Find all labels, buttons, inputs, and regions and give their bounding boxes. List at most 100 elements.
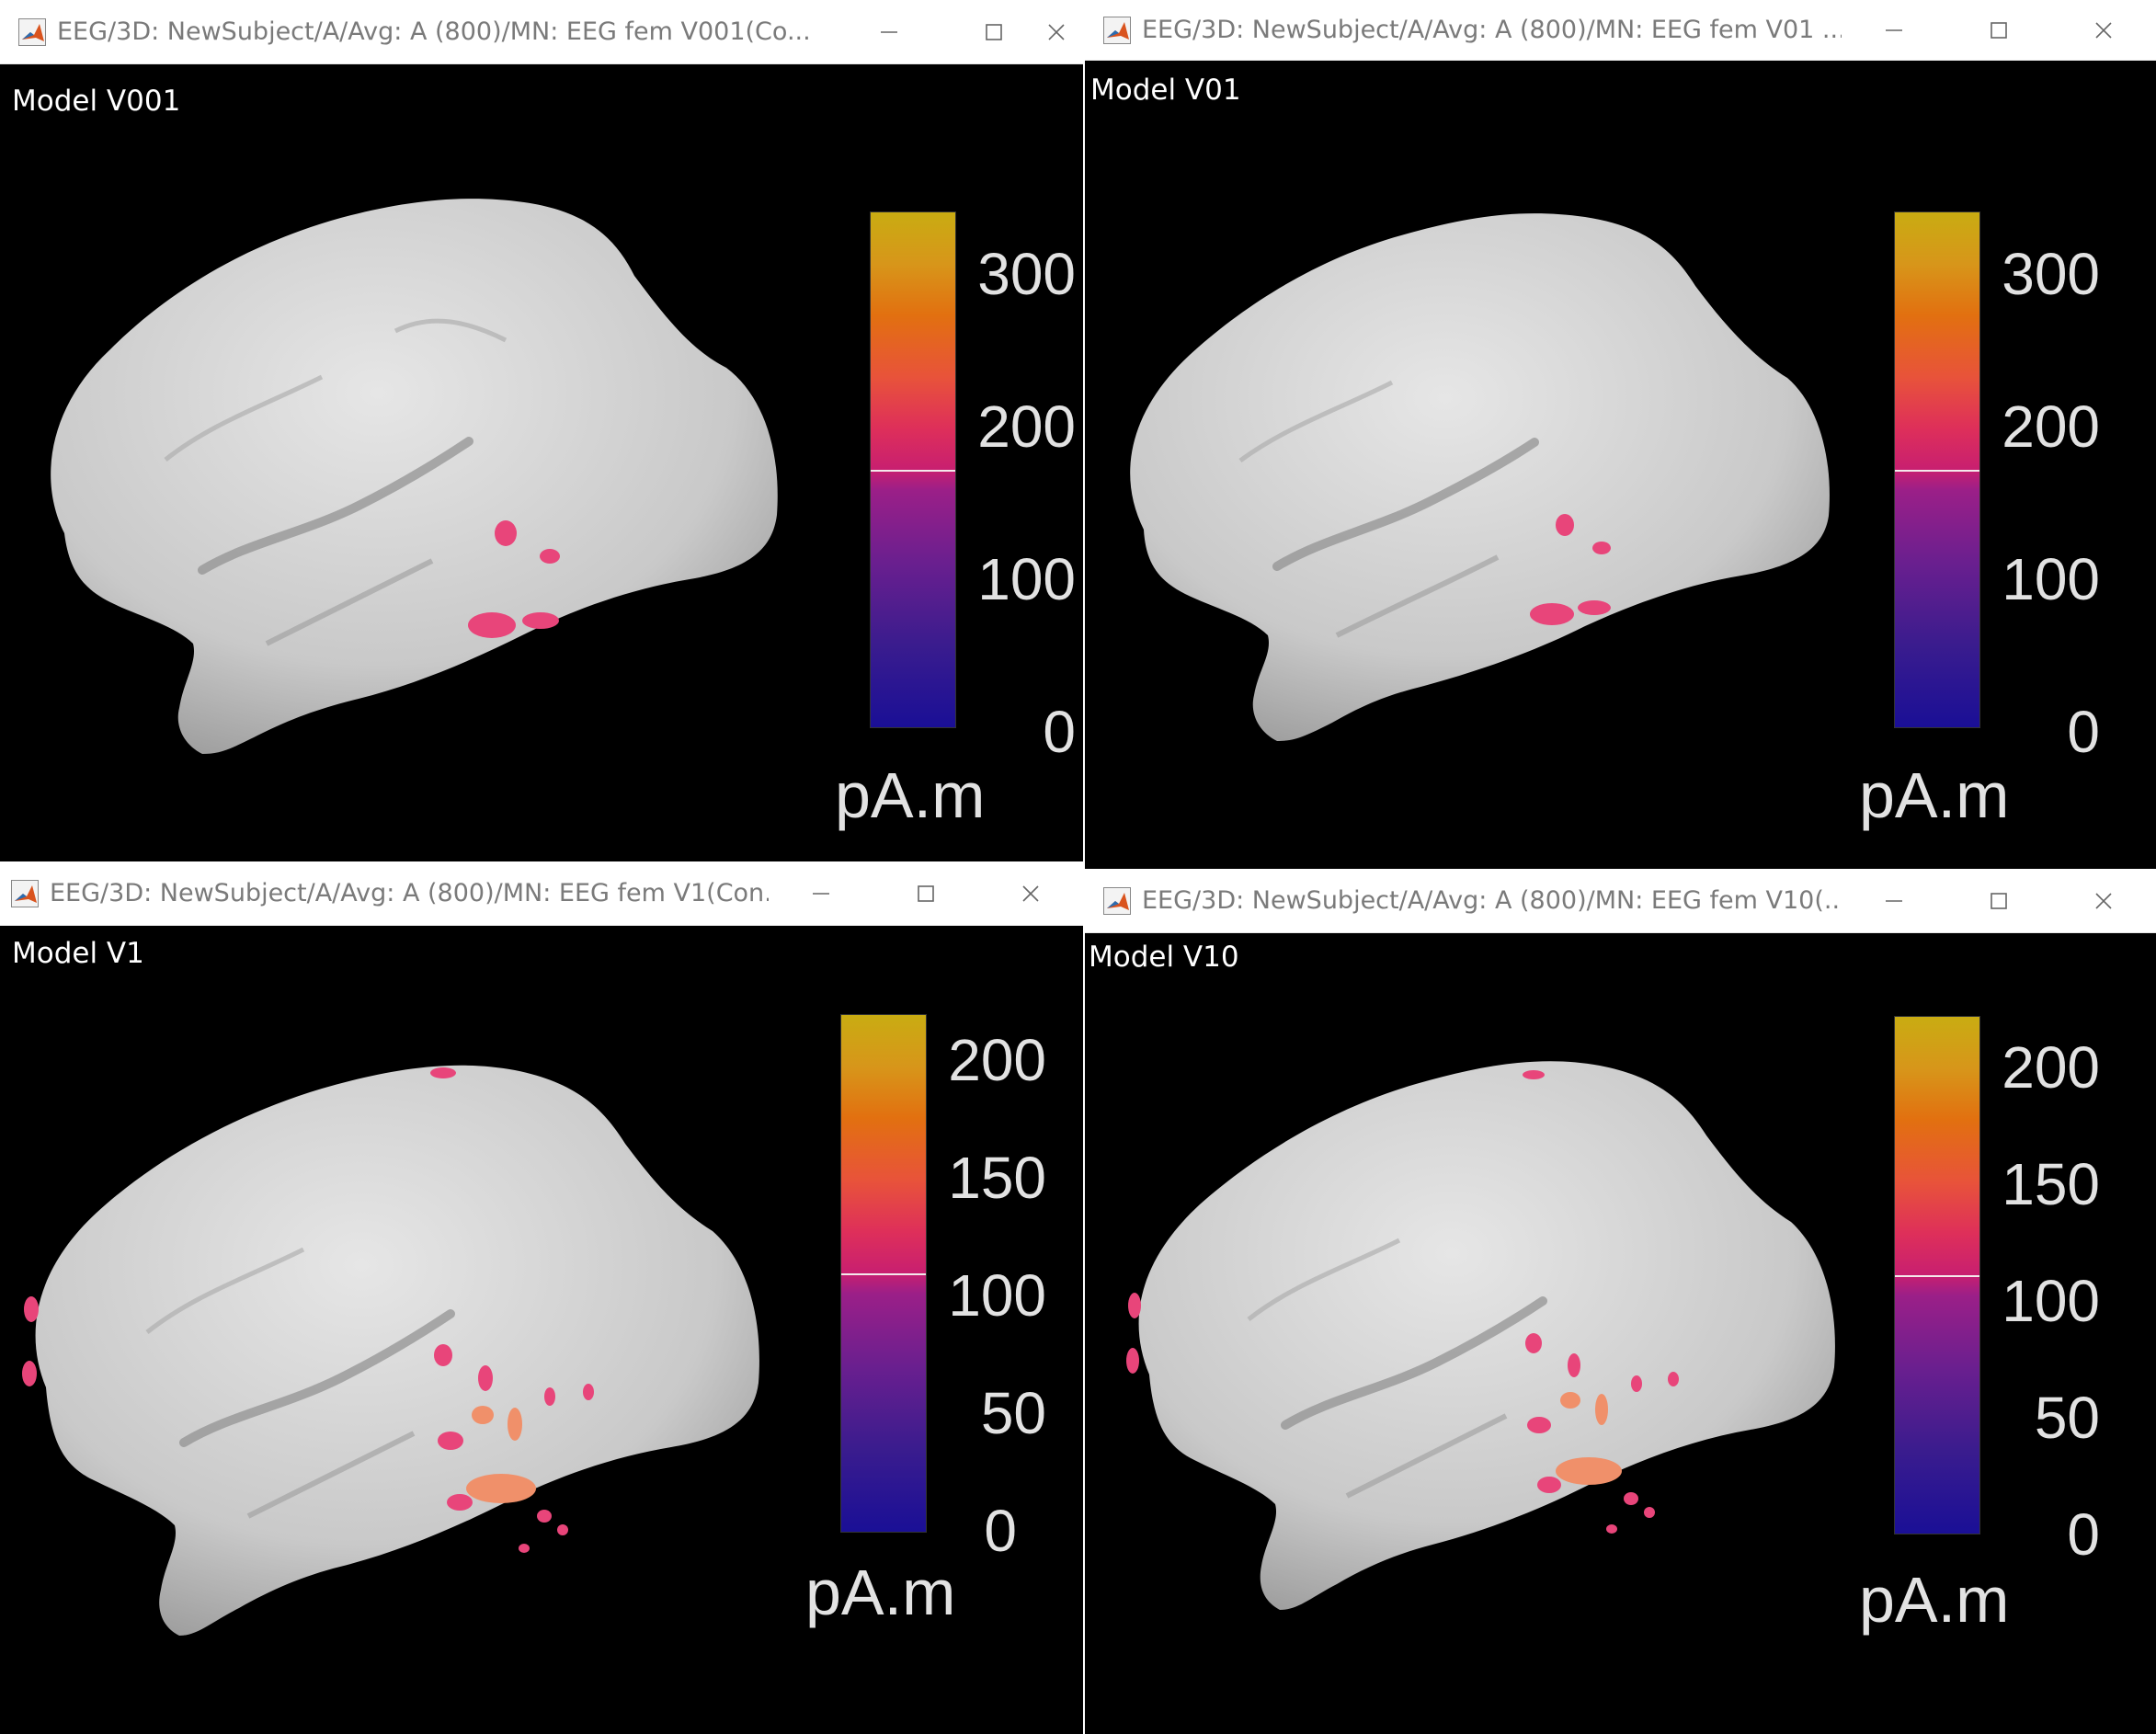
figure-canvas[interactable]: Model V01 300 200 100 0 pA.m [1085, 61, 2156, 869]
brain-surface[interactable] [18, 1047, 781, 1691]
colorbar-unit-label: pA.m [1859, 759, 2010, 831]
activation-spot [537, 1510, 552, 1523]
activation-spot [583, 1384, 594, 1400]
activation-spot [1523, 1070, 1545, 1079]
close-icon [2095, 892, 2112, 909]
activation-spot [1530, 603, 1574, 625]
figure-canvas[interactable]: Model V001 300 200 100 0 pA.m [0, 64, 1083, 861]
figure-window-v001[interactable]: EEG/3D: NewSubject/A/Avg: A (800)/MN: EE… [0, 0, 1083, 861]
window-titlebar[interactable]: EEG/3D: NewSubject/A/Avg: A (800)/MN: EE… [0, 0, 1083, 64]
close-button[interactable] [1046, 0, 1083, 64]
colorbar [1894, 1016, 1980, 1534]
maximize-icon [918, 884, 934, 902]
model-label: Model V1 [12, 937, 144, 970]
maximize-button[interactable] [1946, 0, 2051, 63]
close-button[interactable] [2051, 869, 2156, 933]
figure-window-v01[interactable]: EEG/3D: NewSubject/A/Avg: A (800)/MN: EE… [1085, 0, 2156, 869]
window-title: EEG/3D: NewSubject/A/Avg: A (800)/MN: EE… [50, 879, 769, 907]
maximize-icon [1991, 21, 2007, 39]
brain-surface[interactable] [1122, 1044, 1857, 1660]
activation-spot [22, 1361, 37, 1386]
activation-spot [466, 1474, 536, 1503]
colorbar-threshold-line [1895, 1275, 1979, 1277]
activation-spot [1126, 1348, 1139, 1374]
colorbar-tick-label: 300 [977, 241, 1076, 307]
figure-window-v10[interactable]: EEG/3D: NewSubject/A/Avg: A (800)/MN: EE… [1085, 869, 2156, 1734]
activation-spot [1560, 1392, 1580, 1409]
window-title: EEG/3D: NewSubject/A/Avg: A (800)/MN: EE… [57, 17, 811, 46]
close-button[interactable] [2051, 0, 2156, 63]
activation-spot [1592, 542, 1611, 554]
activation-spot [1556, 514, 1574, 536]
colorbar-tick-label: 50 [980, 1380, 1046, 1446]
colorbar-threshold-line [871, 470, 955, 472]
activation-spot [1631, 1375, 1642, 1392]
colorbar-unit-label: pA.m [805, 1557, 956, 1628]
model-label: Model V10 [1089, 941, 1239, 974]
maximize-icon [986, 23, 1002, 40]
colorbar-tick-label: 200 [948, 1027, 1046, 1093]
activation-spot [1624, 1492, 1638, 1505]
window-titlebar[interactable]: EEG/3D: NewSubject/A/Avg: A (800)/MN: EE… [1085, 0, 2156, 61]
activation-spot [472, 1406, 494, 1424]
colorbar-unit-label: pA.m [1859, 1564, 2010, 1636]
colorbar-tick-label: 150 [948, 1145, 1046, 1211]
colorbar-threshold-line [841, 1273, 926, 1275]
activation-spot [1606, 1524, 1617, 1534]
minimize-button[interactable] [1842, 0, 1946, 63]
colorbar-tick-label: 0 [1043, 699, 1076, 765]
activation-spot [1527, 1417, 1551, 1433]
activation-spot [1525, 1333, 1542, 1353]
activation-spot [519, 1544, 530, 1553]
matlab-icon [18, 17, 46, 46]
activation-spot [544, 1387, 555, 1406]
colorbar-tick-label: 0 [984, 1498, 1017, 1564]
activation-spot [1128, 1293, 1141, 1318]
brain-surface[interactable] [1107, 199, 1842, 796]
colorbar-tick-label: 200 [2002, 394, 2100, 460]
brain-surface[interactable] [28, 184, 791, 818]
activation-spot [1537, 1477, 1561, 1493]
window-titlebar[interactable]: EEG/3D: NewSubject/A/Avg: A (800)/MN: EE… [1085, 869, 2156, 933]
activation-spot [1644, 1507, 1655, 1518]
figure-canvas[interactable]: Model V10 [1085, 933, 2156, 1734]
minimize-icon [1886, 29, 1902, 31]
window-title: EEG/3D: NewSubject/A/Avg: A (800)/MN: EE… [1142, 16, 1842, 44]
activation-spot [1668, 1372, 1679, 1386]
colorbar-unit-label: pA.m [835, 759, 986, 831]
activation-spot [447, 1494, 473, 1511]
window-titlebar[interactable]: EEG/3D: NewSubject/A/Avg: A (800)/MN: EE… [0, 861, 1083, 926]
figure-window-v1[interactable]: EEG/3D: NewSubject/A/Avg: A (800)/MN: EE… [0, 861, 1083, 1734]
minimize-icon [1886, 899, 1902, 902]
close-button[interactable] [978, 861, 1083, 926]
maximize-button[interactable] [873, 861, 978, 926]
colorbar-tick-label: 200 [2002, 1034, 2100, 1101]
minimize-icon [813, 892, 829, 895]
minimize-icon [881, 30, 897, 33]
maximize-button[interactable] [941, 0, 1046, 64]
maximize-button[interactable] [1946, 869, 2051, 933]
colorbar-tick-label: 150 [2002, 1151, 2100, 1217]
minimize-button[interactable] [837, 0, 941, 64]
activation-spot [434, 1344, 452, 1366]
colorbar-threshold-line [1895, 470, 1979, 472]
minimize-button[interactable] [1842, 869, 1946, 933]
colorbar-tick-label: 200 [977, 394, 1076, 460]
model-label: Model V001 [12, 85, 181, 118]
activation-spot [430, 1067, 456, 1078]
window-title: EEG/3D: NewSubject/A/Avg: A (800)/MN: EE… [1142, 886, 1842, 915]
model-label: Model V01 [1090, 74, 1241, 107]
colorbar [840, 1014, 927, 1533]
colorbar-tick-label: 100 [977, 546, 1076, 612]
figure-canvas[interactable]: Model V1 [0, 928, 1083, 1734]
close-icon [1022, 884, 1039, 902]
minimize-button[interactable] [769, 861, 873, 926]
close-icon [1048, 23, 1065, 40]
window-divider [1083, 0, 1085, 1734]
activation-spot [495, 520, 517, 546]
matlab-icon [11, 879, 39, 907]
activation-spot [468, 612, 516, 638]
colorbar-tick-label: 50 [2034, 1385, 2100, 1451]
colorbar-tick-label: 0 [2067, 699, 2100, 765]
colorbar [1894, 211, 1980, 728]
